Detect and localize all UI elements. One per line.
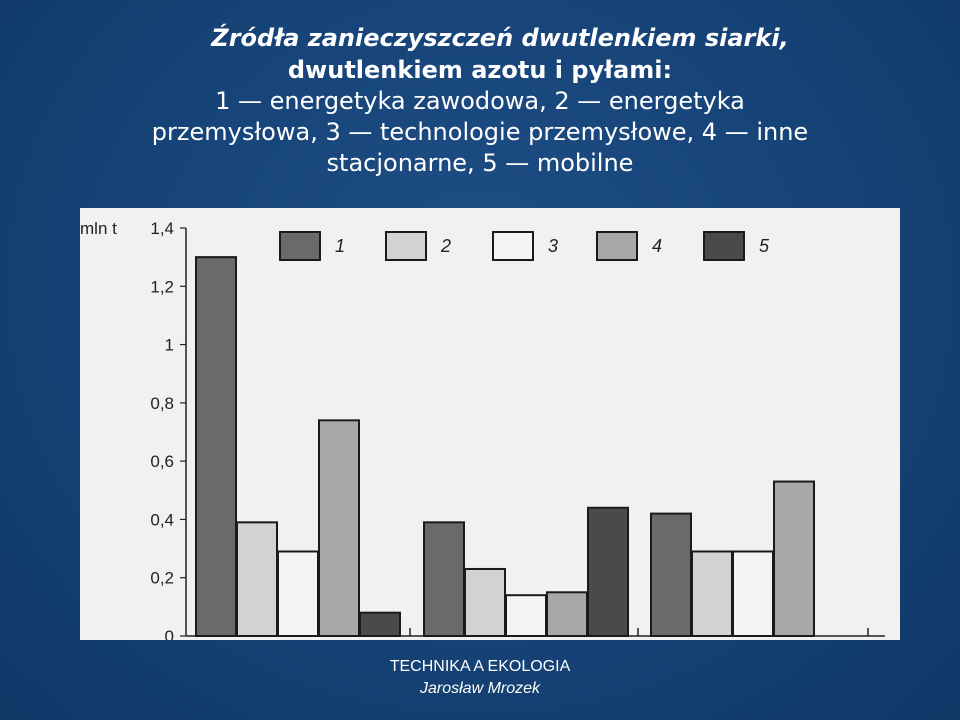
legend-swatch-5	[703, 231, 745, 261]
title-line-5: stacjonarne, 5 — mobilne	[326, 149, 634, 177]
y-tick-label: 0,4	[150, 510, 174, 529]
y-tick-label: 1	[165, 336, 174, 355]
bar-series-3	[505, 594, 547, 638]
bar-chart: 0 0,2 0,4 0,6 0,8 1 1,2 1,4 mln t 1 2 3 4 5	[80, 219, 885, 640]
bar-series-4	[546, 591, 588, 637]
slide-title: Źródła zanieczyszczeń dwutlenkiem siarki…	[0, 22, 960, 179]
y-tick-label: 1,4	[150, 219, 174, 238]
legend-label-5: 5	[759, 236, 770, 256]
legend-label-4: 4	[652, 236, 662, 256]
bar-series-1	[423, 521, 465, 638]
title-line-3: 1 — energetyka zawodowa, 2 — energetyka	[215, 87, 745, 115]
title-line-1: Źródła zanieczyszczeń dwutlenkiem siarki…	[211, 24, 789, 52]
bar-series-2	[236, 521, 278, 638]
y-tick-label: 0	[165, 627, 174, 640]
bar-series-4	[318, 419, 360, 637]
y-tick-label: 0,6	[150, 452, 174, 471]
bar-series-3	[277, 550, 319, 637]
footer-course: TECHNIKA A EKOLOGIA	[389, 658, 571, 675]
bar-series-3	[732, 550, 774, 637]
title-line-4: przemysłowa, 3 — technologie przemysłowe…	[151, 118, 809, 146]
legend-swatch-1	[279, 231, 321, 261]
bar-series-2	[464, 567, 506, 638]
bar-series-4	[773, 480, 815, 637]
y-axis-label: mln t	[80, 219, 117, 238]
y-tick-label: 0,8	[150, 394, 174, 413]
bar-series-2	[691, 550, 733, 637]
bar-series-5	[587, 506, 629, 637]
legend-swatch-2	[385, 231, 427, 261]
footer-author: Jarosław Mrozek	[419, 680, 541, 697]
bar-series-5	[359, 611, 401, 637]
title-line-2: dwutlenkiem azotu i pyłami:	[287, 56, 673, 84]
legend-swatch-4	[596, 231, 638, 261]
slide-footer: TECHNIKA A EKOLOGIA Jarosław Mrozek	[0, 656, 960, 700]
legend-label-1: 1	[335, 236, 345, 256]
legend-label-2: 2	[440, 236, 451, 256]
chart-panel: 0 0,2 0,4 0,6 0,8 1 1,2 1,4 mln t 1 2 3 4 5	[80, 208, 900, 640]
bar-series-1	[195, 256, 237, 638]
bar-series-1	[650, 512, 692, 638]
y-tick-label: 0,2	[150, 569, 174, 588]
legend-label-3: 3	[548, 236, 558, 256]
legend-swatch-3	[492, 231, 534, 261]
y-tick-label: 1,2	[150, 277, 174, 296]
